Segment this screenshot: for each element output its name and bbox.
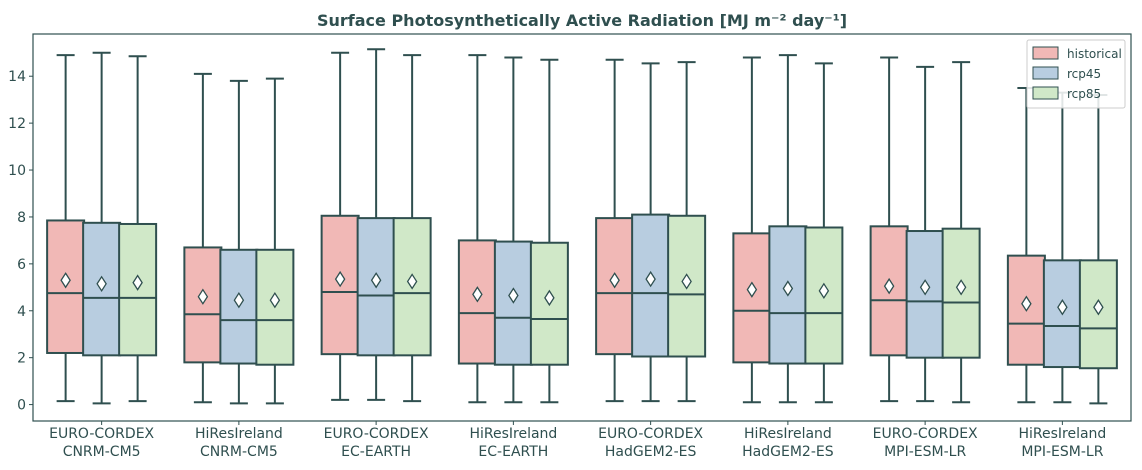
box-rcp45: [768, 54, 808, 404]
plot-area: [46, 48, 1118, 405]
x-category-label: MPI-ESM-LR: [1021, 444, 1103, 460]
mean-marker: [132, 274, 143, 291]
mean-marker: [609, 272, 620, 289]
mean-marker: [334, 270, 346, 288]
x-category-label: CNRM-CM5: [63, 444, 141, 460]
mean-marker: [406, 273, 418, 290]
box-rcp45: [631, 62, 671, 403]
box-rcp45: [356, 48, 396, 401]
x-category-label: HiResIreland: [744, 426, 832, 442]
box-body: [183, 246, 223, 364]
x-category-label: EURO-CORDEX: [49, 426, 154, 442]
plot-frame: [32, 33, 1132, 422]
box-rcp85: [529, 58, 569, 404]
box-rcp85: [1078, 93, 1118, 405]
mean-marker: [508, 287, 519, 304]
mean-marker: [269, 292, 281, 309]
box-rcp45: [1042, 91, 1082, 404]
x-category-label: CNRM-CM5: [200, 444, 278, 460]
mean-marker: [645, 270, 656, 288]
legend: historical rcp45 rcp85: [1026, 39, 1126, 109]
x-category-label: EURO-CORDEX: [598, 426, 703, 442]
mean-marker: [472, 286, 483, 303]
box-body: [732, 232, 772, 364]
y-tick-label: 12: [8, 116, 26, 132]
mean-marker: [96, 275, 107, 292]
mean-marker: [883, 277, 895, 295]
mean-marker: [955, 279, 967, 296]
box-historical: [732, 56, 772, 404]
x-category-label: EC-EARTH: [341, 444, 411, 460]
box-historical: [320, 51, 360, 401]
mean-marker: [233, 292, 245, 309]
y-tick-label: 6: [17, 257, 26, 273]
box-historical: [46, 54, 86, 403]
x-category-label: HiResIreland: [1018, 426, 1106, 442]
x-category-label: EURO-CORDEX: [324, 426, 429, 442]
mean-marker: [544, 289, 555, 307]
x-category-label: EURO-CORDEX: [873, 426, 978, 442]
legend-swatch: [1032, 66, 1059, 80]
mean-marker: [746, 281, 758, 298]
mean-marker: [681, 273, 692, 290]
y-tick-label: 0: [17, 398, 26, 414]
legend-swatch: [1032, 46, 1059, 60]
box-rcp45: [493, 56, 533, 404]
x-category-label: HiResIreland: [195, 426, 283, 442]
y-tick-label: 14: [8, 69, 26, 85]
box-historical: [1006, 86, 1046, 404]
legend-label: rcp85: [1067, 87, 1101, 101]
box-historical: [869, 56, 909, 403]
box-rcp85: [941, 61, 981, 404]
x-category-label: HadGEM2-ES: [605, 444, 697, 460]
legend-label: historical: [1067, 47, 1122, 61]
mean-marker: [919, 279, 931, 296]
x-axis: EURO-CORDEX CNRM-CM5 HiResIreland CNRM-CM5 E…: [49, 421, 1106, 460]
y-tick-label: 4: [17, 304, 26, 320]
x-category-label: HadGEM2-ES: [742, 444, 834, 460]
y-tick-label: 2: [17, 351, 26, 367]
box-rcp85: [118, 55, 158, 403]
box-rcp85: [255, 77, 295, 405]
mean-marker: [1093, 299, 1104, 316]
box-rcp45: [82, 51, 122, 405]
x-category-label: EC-EARTH: [478, 444, 548, 460]
box-historical: [595, 58, 635, 403]
box-historical: [183, 72, 223, 404]
box-rcp85: [392, 54, 432, 403]
box-rcp85: [804, 62, 844, 404]
y-tick-label: 10: [8, 163, 26, 179]
mean-marker: [197, 288, 209, 305]
box-body: [667, 214, 707, 358]
mean-marker: [818, 282, 830, 300]
mean-marker: [60, 272, 71, 289]
mean-marker: [782, 280, 794, 297]
mean-marker: [1057, 299, 1068, 316]
mean-marker: [370, 272, 382, 289]
mean-marker: [1021, 295, 1032, 312]
y-tick-label: 8: [17, 210, 26, 226]
box-rcp85: [667, 61, 707, 403]
legend-swatch: [1032, 86, 1059, 100]
chart-title: Surface Photosynthetically Active Radiat…: [317, 11, 847, 30]
box-rcp45: [219, 79, 259, 405]
box-historical: [457, 54, 497, 404]
y-axis: 0 2 4 6 8 10 12 14: [8, 69, 33, 414]
x-category-label: HiResIreland: [469, 426, 557, 442]
x-category-label: MPI-ESM-LR: [884, 444, 966, 460]
box-rcp45: [905, 65, 945, 403]
legend-label: rcp45: [1067, 67, 1101, 81]
